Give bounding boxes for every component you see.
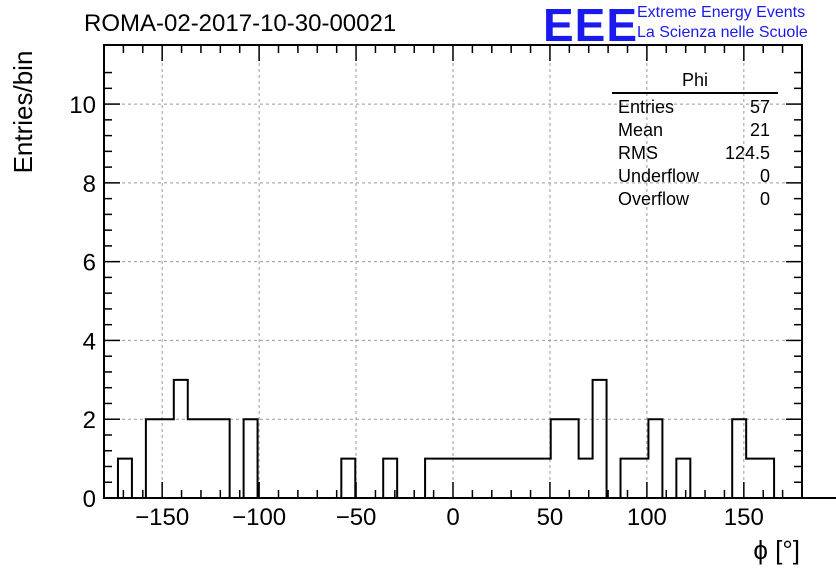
histogram-bin bbox=[481, 459, 495, 498]
histogram-bin bbox=[495, 459, 509, 498]
x-tick-label: 0 bbox=[446, 504, 459, 531]
histogram-bin bbox=[467, 459, 481, 498]
stats-row-overflow: Overflow 0 bbox=[612, 188, 778, 211]
axis-ticks bbox=[104, 45, 802, 499]
histogram-bin bbox=[439, 459, 453, 498]
x-tick-label: −150 bbox=[135, 504, 189, 531]
histogram-bin bbox=[648, 419, 662, 498]
y-axis-label: Entries/bin bbox=[8, 51, 38, 174]
histogram-bin bbox=[425, 459, 439, 498]
histogram-bin bbox=[146, 419, 160, 498]
stats-label: Overflow bbox=[618, 189, 690, 209]
x-tick-label: −100 bbox=[232, 504, 286, 531]
histogram-bin bbox=[551, 419, 565, 498]
histogram-bin bbox=[174, 380, 188, 498]
y-tick-label: 6 bbox=[83, 250, 96, 277]
y-tick-label: 2 bbox=[83, 407, 96, 434]
y-tick-label: 10 bbox=[69, 92, 96, 119]
histogram-bin bbox=[453, 459, 467, 498]
logo-tagline-2: La Scienza nelle Scuole bbox=[637, 24, 808, 41]
stats-value: 21 bbox=[749, 120, 770, 140]
stats-label: Entries bbox=[618, 97, 675, 117]
histogram-bin bbox=[760, 459, 774, 498]
x-tick-label: 100 bbox=[627, 504, 667, 531]
histogram-bin bbox=[676, 459, 690, 498]
stats-row-underflow: Underflow 0 bbox=[612, 165, 778, 188]
stats-label: RMS bbox=[618, 143, 658, 163]
stats-row-entries: Entries 57 bbox=[612, 96, 778, 119]
x-tick-label: 50 bbox=[537, 504, 564, 531]
chart-title: ROMA-02-2017-10-30-00021 bbox=[84, 10, 397, 37]
stats-row-mean: Mean 21 bbox=[612, 119, 778, 142]
histogram-bin bbox=[579, 459, 593, 498]
y-tick-label: 4 bbox=[83, 328, 96, 355]
stats-box-title: Phi bbox=[612, 70, 778, 94]
histogram-bin bbox=[202, 419, 216, 498]
stats-value: 57 bbox=[749, 97, 770, 117]
histogram-bin bbox=[593, 380, 607, 498]
stats-row-rms: RMS 124.5 bbox=[612, 142, 778, 165]
histogram-bin bbox=[523, 459, 537, 498]
stats-value: 124.5 bbox=[724, 143, 770, 163]
stats-label: Underflow bbox=[618, 166, 700, 186]
tick-labels: −150 −100 −50 0 50 100 150 0 2 4 6 8 10 bbox=[69, 92, 764, 531]
y-tick-label: 8 bbox=[83, 171, 96, 198]
stats-label: Mean bbox=[618, 120, 664, 140]
histogram-bin bbox=[341, 459, 355, 498]
x-tick-label: −50 bbox=[336, 504, 377, 531]
histogram-bin bbox=[537, 459, 551, 498]
stats-value: 0 bbox=[759, 189, 770, 209]
histogram-bin bbox=[216, 419, 230, 498]
logo-tagline-1: Extreme Energy Events bbox=[637, 4, 806, 21]
histogram-bin bbox=[746, 459, 760, 498]
histogram-bin bbox=[244, 419, 258, 498]
histogram-bin bbox=[565, 419, 579, 498]
x-tick-label: 150 bbox=[724, 504, 764, 531]
stats-box: Phi Entries 57 Mean 21 RMS 124.5 Underfl… bbox=[612, 70, 778, 211]
histogram-bin bbox=[188, 419, 202, 498]
eee-logo: EEE bbox=[543, 0, 639, 51]
stats-value: 0 bbox=[759, 166, 770, 186]
histogram-bin bbox=[118, 459, 132, 498]
x-axis-label: ϕ [°] bbox=[753, 535, 800, 565]
y-tick-label: 0 bbox=[83, 486, 96, 513]
